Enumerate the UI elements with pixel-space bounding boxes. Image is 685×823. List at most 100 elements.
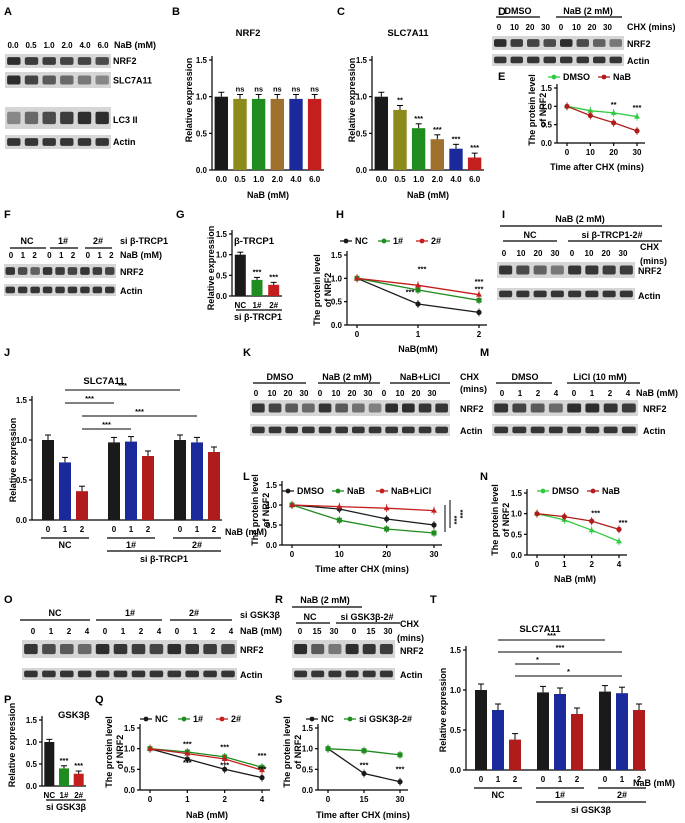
panel-H-legend-marker xyxy=(419,238,425,244)
panel-L-x-label: Time after CHX (mins) xyxy=(315,564,409,574)
panel-J-category-label: 2 xyxy=(212,525,217,534)
panel-B-significance: ns xyxy=(273,84,282,93)
panel-D-blot-nrf2-band xyxy=(609,39,622,47)
panel-M-blot-nrf2-background xyxy=(492,400,638,416)
panel-label-P: P xyxy=(4,694,11,706)
panel-J-category-label: 2 xyxy=(146,525,151,534)
panel-H-legend-entry: 2# xyxy=(431,236,441,246)
panel-I-band-label: Actin xyxy=(638,291,661,301)
panel-Q-series-line xyxy=(149,748,263,779)
panel-T-bar xyxy=(509,739,521,770)
panel-P-y-tick-label: 0.0 xyxy=(26,782,38,791)
panel-O-lane-label: 4 xyxy=(229,627,234,636)
panel-label-M: M xyxy=(480,347,489,359)
panel-G-y-tick-label: 0.0 xyxy=(216,292,228,301)
panel-D-lane-label: 10 xyxy=(510,23,519,32)
panel-A-blot-2-band xyxy=(77,75,92,85)
panel-I-blot-actin-band xyxy=(568,290,582,298)
panel-E-y-tick-label: 0.0 xyxy=(541,139,553,148)
panel-A-conc-label: 6.0 xyxy=(97,41,109,50)
panel-D-blot-nrf2-band xyxy=(576,39,589,47)
panel-R-blot-actin-band xyxy=(379,670,393,678)
panel-B-y-label: Relative expression xyxy=(184,58,194,143)
panel-B-category-label: 6.0 xyxy=(309,175,321,184)
panel-S-x-label: Time after CHX (mins) xyxy=(316,810,410,820)
panel-O-lane-label: 0 xyxy=(175,627,180,636)
panel-T-category-label: 0 xyxy=(541,775,546,784)
panel-B-bar xyxy=(289,98,303,170)
panel-L-series-line xyxy=(291,504,435,526)
panel-K-blot-actin-background xyxy=(250,424,450,436)
panel-L-legend-entry: NaB+LiCl xyxy=(391,486,431,496)
panel-K-blot-nrf2-band xyxy=(402,403,415,413)
panel-M-blot-nrf2-band xyxy=(603,403,618,413)
panel-I-lane-label: 0 xyxy=(570,249,575,258)
panel-O-blot-actin-band xyxy=(42,670,56,678)
panel-L-y-tick-label: 0.0 xyxy=(266,541,278,550)
panel-H-significance: *** xyxy=(418,264,427,273)
panel-N-legend-entry: DMSO xyxy=(552,486,579,496)
panel-A-blot-2-band xyxy=(60,75,74,85)
panel-I-blot-nrf2-band xyxy=(533,265,547,275)
panel-E-y-label-2: of NRF2 xyxy=(538,93,548,128)
panel-K-lane-label: 30 xyxy=(364,389,373,398)
panel-F-lane-label: 0 xyxy=(9,251,14,260)
panel-B-significance: ns xyxy=(236,84,245,93)
panel-D-lane-label: 0 xyxy=(497,23,502,32)
panel-H-y-label-1: The protein level xyxy=(312,254,322,326)
panel-B-bar xyxy=(307,98,322,170)
panel-C-bar xyxy=(467,157,482,170)
panel-E-significance: ** xyxy=(611,100,617,109)
panel-D-blot-nrf2-background xyxy=(492,36,624,50)
panel-N-x-label: NaB (mM) xyxy=(554,574,596,584)
panel-R-group-label: si GSK3β-2# xyxy=(340,612,393,622)
panel-I-blot-actin-band xyxy=(516,290,530,298)
panel-M-lane-label: 1 xyxy=(590,389,595,398)
panel-I-blot-actin-band xyxy=(550,290,564,298)
panel-D-blot-nrf2-band xyxy=(494,39,507,47)
panel-E-x-tick-label: 10 xyxy=(586,148,595,157)
panel-R-blot-nrf2-band xyxy=(379,644,393,655)
panel-J-y-tick-label: 1.0 xyxy=(16,436,28,445)
panel-N-legend-marker xyxy=(540,488,546,494)
panel-I-lane-label: 0 xyxy=(502,249,507,258)
panel-T-y-tick-label: 0.0 xyxy=(450,766,462,775)
panel-Q-significance: *** xyxy=(220,760,229,769)
panel-O-group-label: 2# xyxy=(189,608,199,618)
panel-F-blot-nrf2-band xyxy=(17,267,28,275)
panel-M-blot-actin-band xyxy=(621,426,636,434)
panel-Q-y-tick-label: 0.5 xyxy=(124,765,136,774)
panel-K-blot-nrf2-band xyxy=(302,403,315,413)
panel-O-lane-label: 1 xyxy=(49,627,54,636)
panel-label-L: L xyxy=(243,471,250,483)
panel-T-bar xyxy=(492,710,504,770)
panel-J-group-label: NC xyxy=(59,540,72,550)
panel-D-band-label: NRF2 xyxy=(627,39,651,49)
panel-F-lane-label: 2 xyxy=(32,251,37,260)
panel-O-blot-actin-band xyxy=(185,670,199,678)
panel-E-significance: *** xyxy=(633,103,642,112)
panel-D-blot-nrf2-band xyxy=(527,39,540,47)
panel-C-significance: *** xyxy=(452,134,461,143)
panel-label-T: T xyxy=(430,594,437,606)
panel-I-lane-label: 20 xyxy=(602,249,611,258)
panel-I-blot-nrf2-band xyxy=(550,265,564,275)
panel-S-significance: *** xyxy=(396,764,405,773)
panel-K-lane-label: 10 xyxy=(396,389,405,398)
panel-F-blot-nrf2-band xyxy=(92,267,103,275)
panel-I-group-label: NC xyxy=(524,230,537,240)
panel-F-band-label: Actin xyxy=(120,286,143,296)
panel-S-y-tick-label: 0.0 xyxy=(302,786,314,795)
panel-P-title: GSK3β xyxy=(58,710,90,721)
panel-T-bracket-significance: * xyxy=(536,655,539,664)
panel-K-blot-nrf2-band xyxy=(435,403,448,413)
panel-N-x-tick-label: 0 xyxy=(535,560,540,569)
panel-K-blot-nrf2-band xyxy=(252,403,265,413)
panel-S-significance: *** xyxy=(360,760,369,769)
panel-P-y-label: Relative expression xyxy=(7,703,17,788)
panel-I-blot-nrf2-background xyxy=(497,262,635,278)
panel-A-band-label: NRF2 xyxy=(113,56,137,66)
panel-M-blot-nrf2-band xyxy=(530,403,545,413)
panel-M-blot-actin-band xyxy=(494,426,509,434)
panel-B-significance: ns xyxy=(254,84,263,93)
